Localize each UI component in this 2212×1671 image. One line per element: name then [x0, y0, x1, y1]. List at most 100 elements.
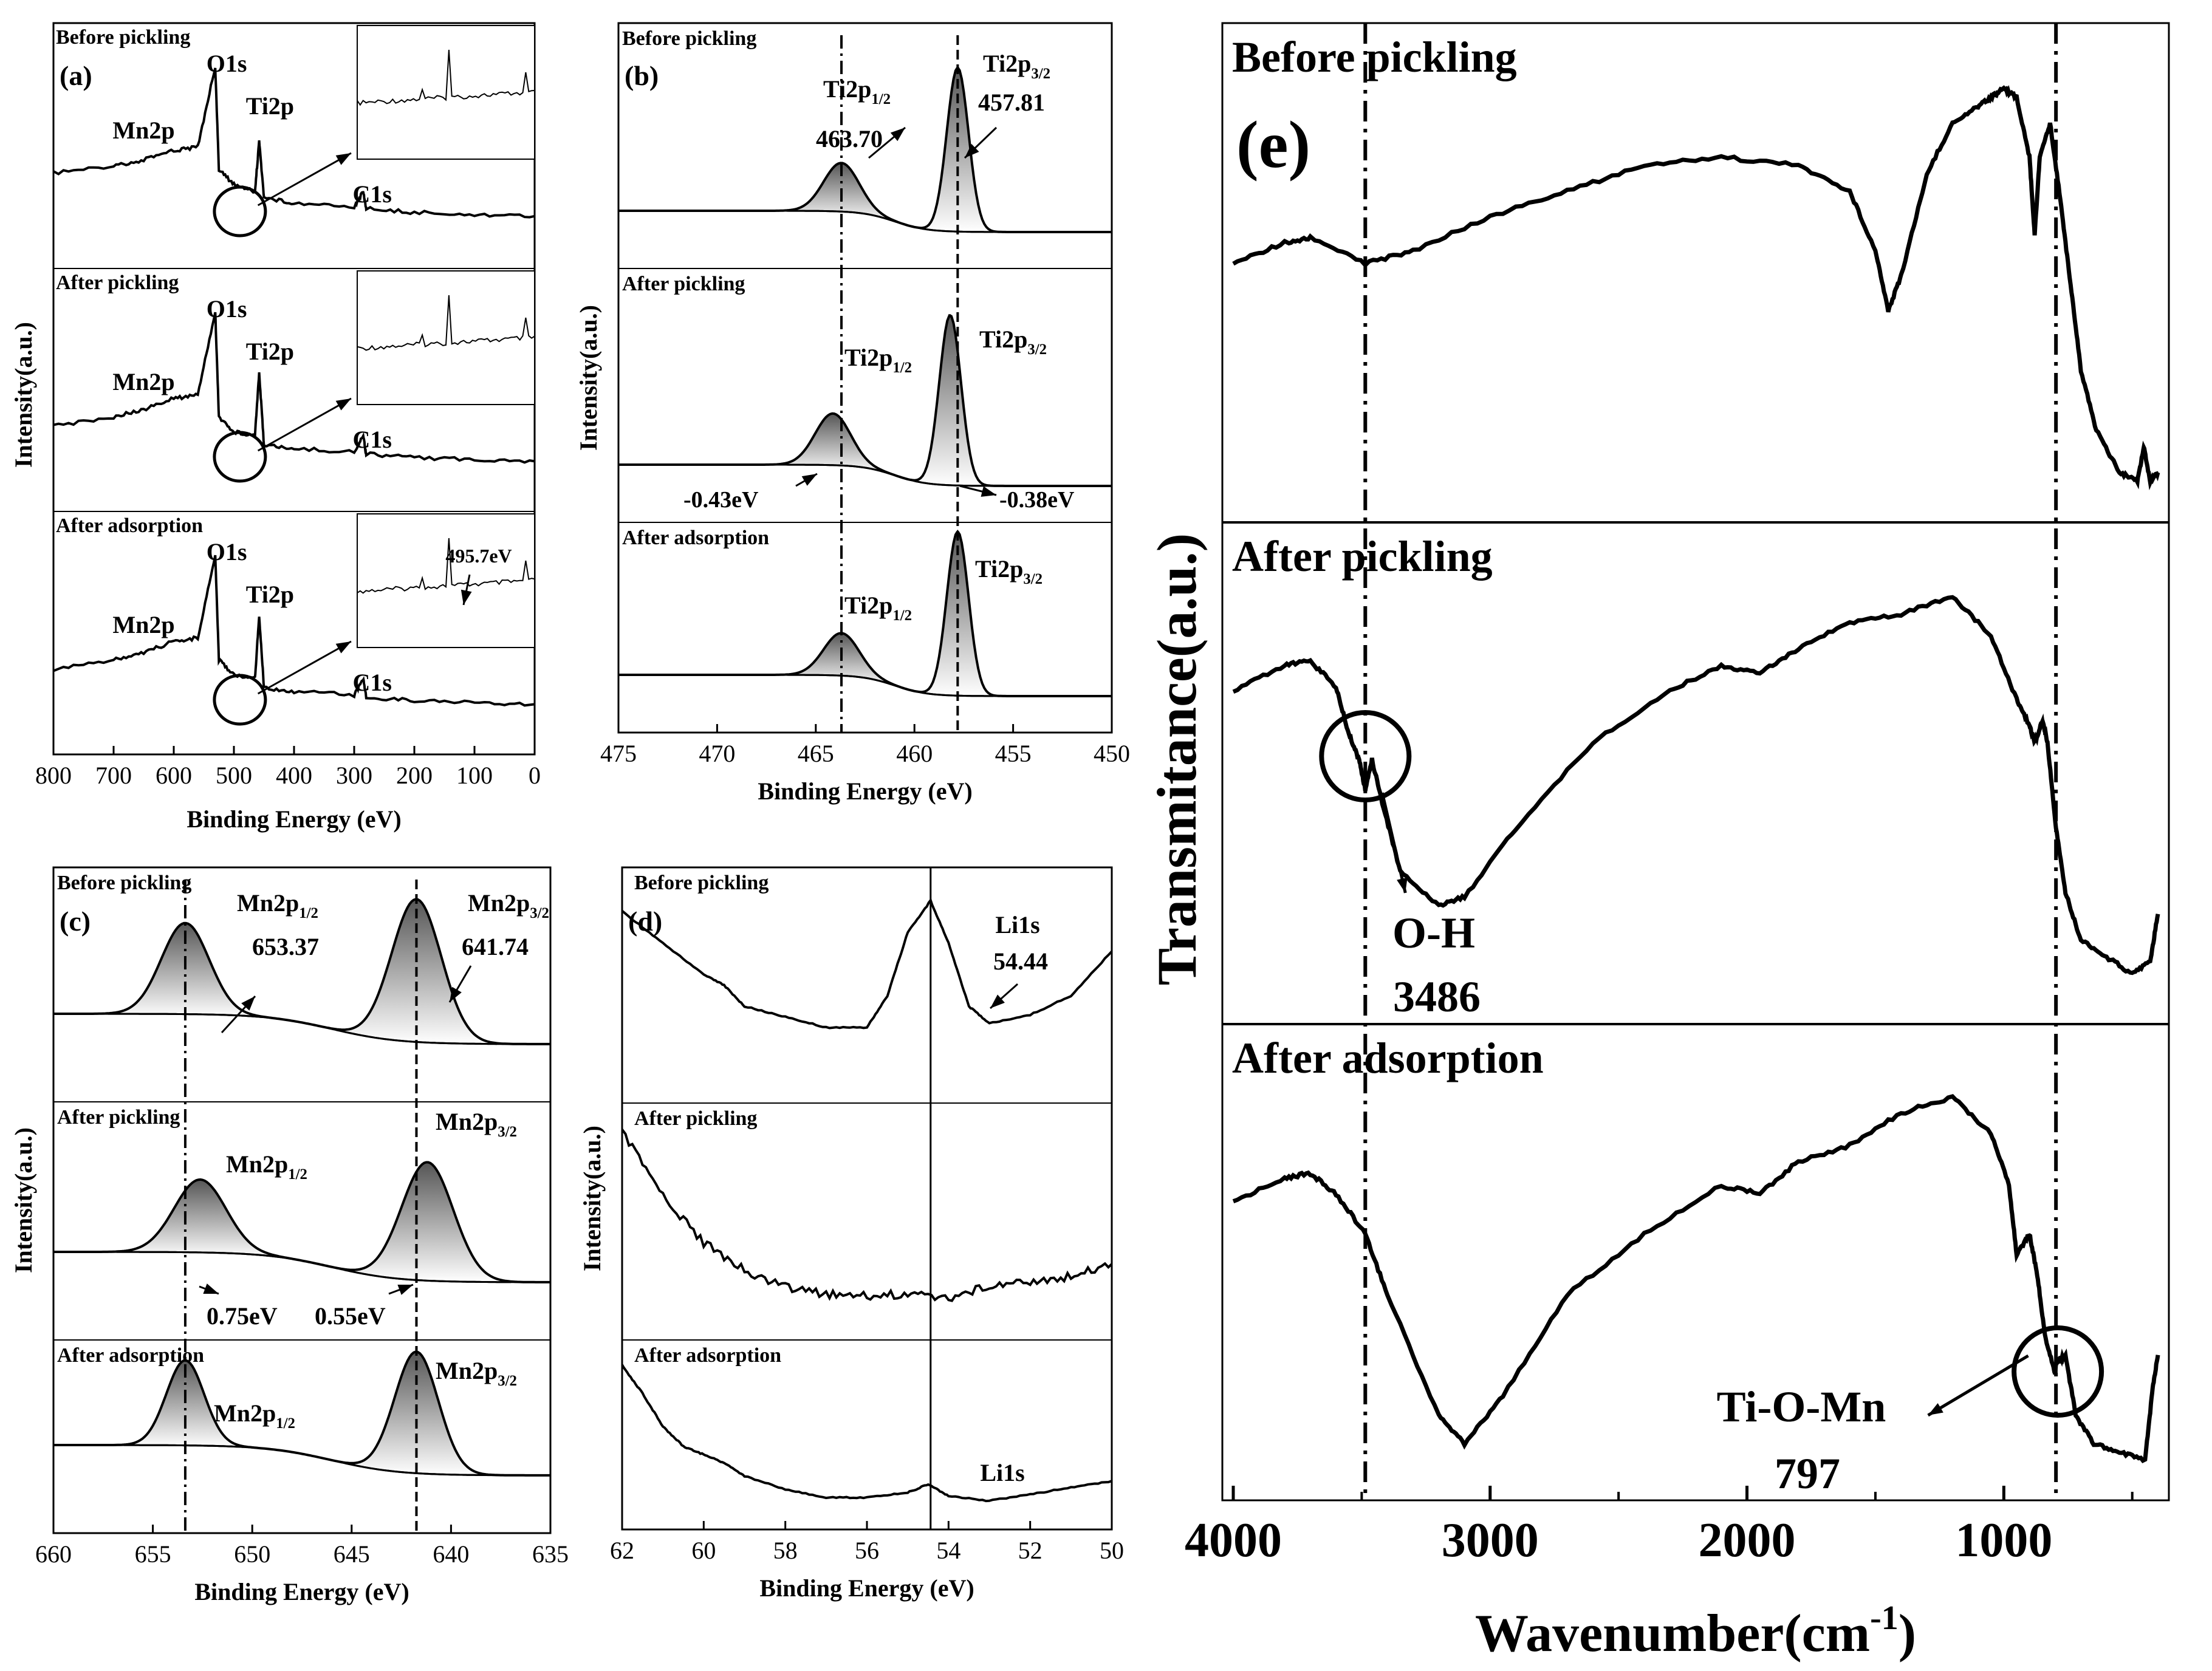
panel-a-tick-label: 0: [529, 762, 541, 789]
panel-b-peak-label: Ti2p3/2: [979, 326, 1047, 358]
panel-c-frame: [52, 866, 552, 1534]
panel-e-tick-label: 4000: [1185, 1514, 1282, 1567]
panel-c-peak-value: 653.37: [252, 933, 319, 960]
panel-a-peak-label: O1s: [207, 538, 247, 566]
panel-b-shift-arrow-head: [801, 474, 817, 486]
panel-a-tick-label: 300: [336, 762, 372, 789]
panel-a-peak-label: Mn2p: [112, 611, 174, 638]
panel-d-peak-arrow-head: [990, 994, 1005, 1008]
panel-a-zoom-arrow-head: [335, 641, 351, 654]
panel-a-tick-label: 600: [156, 762, 192, 789]
panel-b-peak-label: Ti2p3/2: [975, 555, 1043, 587]
panel-b-shift-label: -0.38eV: [999, 487, 1075, 513]
panel-d-series-name: Before pickling: [634, 872, 769, 894]
panel-b-series-name: After pickling: [622, 273, 745, 295]
panel-c-tick-label: 645: [334, 1540, 370, 1568]
panel-e-ylabel: Transmitance(a.u.): [1146, 533, 1208, 985]
panel-b-tick-label: 470: [699, 740, 735, 767]
panel-a-tick-label: 100: [456, 762, 493, 789]
panel-c-tick-label: 655: [135, 1540, 171, 1568]
panel-d-spectrum: [621, 897, 1113, 1030]
panel-a-zoom-arrow-head: [335, 398, 351, 411]
panel-a-spectrum: [53, 312, 535, 464]
panel-a-xlabel: Binding Energy (eV): [187, 805, 401, 833]
panel-e-tick-label: 3000: [1442, 1514, 1539, 1567]
panel-b-shift-arrow-head: [981, 486, 996, 497]
panel-b-tick-label: 465: [798, 740, 834, 767]
panel-e-oh-value: 3486: [1393, 972, 1481, 1021]
panel-e-spectrum: [1232, 1094, 2160, 1464]
panel-a-series-name: Before pickling: [56, 26, 190, 49]
panel-c-peak-label: Mn2p3/2: [468, 889, 549, 921]
panel-c-peak-label: Mn2p1/2: [226, 1150, 307, 1183]
panel-c-peak-label: Mn2p1/2: [237, 889, 318, 921]
panel-c-tick-label: 660: [35, 1540, 72, 1568]
panel-c-shift-label: 0.55eV: [315, 1302, 386, 1330]
panel-b-peak-arrow-head: [890, 128, 905, 142]
panel-c-shift-arrow-head: [203, 1283, 219, 1294]
panel-c-peak-label: Mn2p3/2: [436, 1108, 517, 1140]
panel-a-zoom-arrow: [257, 397, 352, 452]
panel-a-zoom-circle: [213, 431, 267, 483]
panel-e-timn-value: 797: [1775, 1449, 1840, 1498]
panel-d-xlabel: Binding Energy (eV): [759, 1574, 974, 1602]
panel-e-series-name: After adsorption: [1232, 1034, 1544, 1082]
panel-b-envelope: [618, 529, 1112, 697]
panel-d-tick-label: 56: [855, 1537, 879, 1564]
panel-b-tick-label: 455: [995, 740, 1032, 767]
panel-a-inset-trace: [357, 538, 535, 594]
panel-c-shift-arrow-head: [397, 1285, 413, 1295]
panel-b-peak-value: 463.70: [816, 125, 883, 152]
panel-a-peak-label: Mn2p: [112, 117, 174, 144]
panel-a-series-name: After adsorption: [56, 514, 203, 537]
panel-c-series-name: After adsorption: [57, 1344, 204, 1367]
panel-e-oh-arrow-head: [1397, 877, 1408, 893]
panel-b-ylabel: Intensity(a.u.): [575, 305, 602, 451]
panel-b-peak-value: 457.81: [978, 89, 1045, 116]
panel-e-tick-label: 2000: [1699, 1514, 1796, 1567]
panel-e-oh-circle: [1319, 710, 1412, 802]
panel-e-timn-arrow: [1927, 1354, 2029, 1417]
panel-a-tick-label: 200: [396, 762, 433, 789]
panel-a-label: (a): [60, 60, 92, 91]
panel-c-peak-label: Mn2p3/2: [436, 1357, 517, 1389]
panel-a-tick-label: 700: [95, 762, 132, 789]
panel-a-inset-trace: [357, 295, 535, 351]
panel-b-xlabel: Binding Energy (eV): [758, 777, 972, 805]
panel-d-tick-label: 62: [610, 1537, 634, 1564]
panel-b-series-name: After adsorption: [622, 527, 769, 549]
panel-d-spectrum: [621, 1364, 1112, 1503]
panel-b-shift-label: -0.43eV: [683, 487, 759, 513]
panel-d-spectrum: [621, 1129, 1113, 1302]
panel-c-tick-label: 635: [532, 1540, 569, 1568]
panel-d-tick-label: 60: [691, 1537, 716, 1564]
panel-e-timn-arrow-head: [1928, 1403, 1943, 1415]
panel-a-peak-label: Ti2p: [246, 92, 294, 120]
panel-d-peak-label: Li1s: [995, 911, 1039, 938]
panel-c-peak-arrow-head: [450, 986, 462, 1002]
panel-d-series-name: After pickling: [634, 1107, 757, 1130]
panel-a-tick-label: 500: [216, 762, 252, 789]
panel-b-envelope: [618, 313, 1112, 487]
panel-a-peak-label: Mn2p: [112, 368, 174, 395]
panel-a-zoom-arrow-head: [335, 153, 351, 165]
panel-c-peak-arrow-head: [241, 996, 255, 1011]
panel-d-series-name: After adsorption: [634, 1344, 781, 1367]
panel-c-xlabel: Binding Energy (eV): [194, 1578, 409, 1605]
panel-b-peak-label: Ti2p3/2: [983, 50, 1050, 82]
panel-b-tick-label: 450: [1094, 740, 1130, 767]
panel-e-timn-circle: [2012, 1325, 2104, 1418]
panel-b-tick-label: 475: [600, 740, 637, 767]
panel-d-tick-label: 58: [773, 1537, 798, 1564]
panel-e-tick-label: 1000: [1955, 1514, 2052, 1567]
panel-b-envelope: [618, 65, 1112, 233]
panel-a-zoom-circle: [213, 185, 267, 237]
panel-e-xlabel: Wavenumber(cm-1): [1475, 1599, 1916, 1663]
panel-a-tick-label: 400: [276, 762, 312, 789]
panel-e-series-name: After pickling: [1232, 532, 1493, 581]
panel-a-peak-label: Ti2p: [246, 581, 294, 608]
panel-c-label: (c): [60, 906, 91, 937]
panel-c-tick-label: 640: [433, 1540, 469, 1568]
panel-d-label: (d): [628, 906, 662, 937]
panel-a-zoom-arrow: [257, 640, 352, 695]
